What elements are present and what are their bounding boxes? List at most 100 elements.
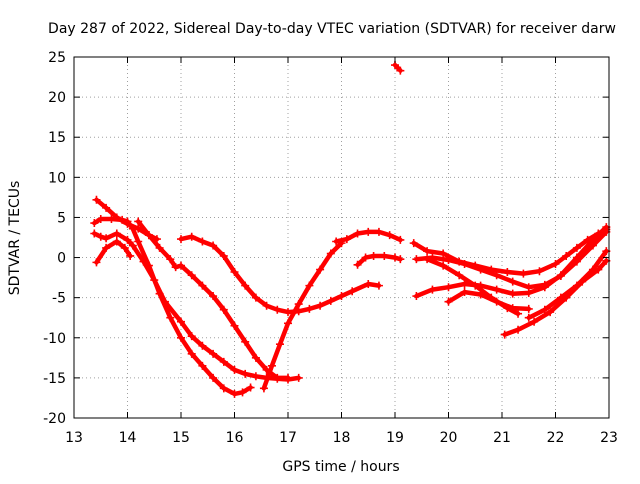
data-point: [374, 227, 383, 236]
data-point: [337, 292, 346, 301]
data-point: [500, 330, 509, 339]
data-point: [241, 281, 250, 290]
data-point: [316, 265, 325, 274]
data-point: [273, 305, 282, 314]
data-point: [150, 276, 159, 285]
y-tick-label: 10: [48, 170, 66, 186]
series-sat-10: [391, 61, 405, 75]
data-point: [540, 305, 549, 314]
data-point: [155, 243, 164, 252]
data-point: [107, 215, 116, 224]
data-point: [524, 313, 533, 322]
y-tick-label: -15: [43, 371, 66, 387]
data-point: [444, 255, 453, 264]
y-tick-label: 5: [57, 210, 66, 226]
data-point: [230, 267, 239, 276]
data-point: [219, 251, 228, 260]
data-point: [284, 319, 292, 328]
x-tick-label: 20: [440, 430, 458, 446]
data-point: [128, 241, 137, 250]
data-point: [556, 293, 565, 302]
series-sat-13: [412, 223, 611, 301]
x-tick-label: 18: [333, 430, 351, 446]
data-point: [514, 325, 523, 334]
data-point: [238, 388, 247, 397]
data-point: [540, 283, 549, 292]
data-point: [166, 313, 175, 322]
data-point: [90, 219, 99, 228]
data-point: [251, 353, 260, 362]
series-line: [92, 216, 253, 397]
data-point: [241, 337, 250, 346]
data-point: [209, 373, 218, 382]
series-sat-4: [92, 237, 135, 267]
series-sat-15: [423, 255, 523, 318]
data-point: [219, 305, 228, 314]
data-point: [160, 297, 169, 306]
x-axis-label: GPS time / hours: [282, 459, 399, 475]
data-point: [530, 317, 539, 326]
data-point: [519, 269, 528, 278]
data-point: [134, 217, 143, 226]
chart-title: Day 287 of 2022, Sidereal Day-to-day VTE…: [48, 21, 616, 37]
data-point: [444, 297, 453, 306]
data-point: [112, 237, 121, 246]
data-point: [177, 235, 185, 244]
series-sat-3: [90, 229, 303, 384]
data-point: [423, 255, 432, 264]
x-tick-label: 22: [547, 430, 565, 446]
data-point: [444, 283, 453, 292]
y-tick-label: 0: [57, 251, 66, 267]
x-tick-label: 23: [600, 430, 618, 446]
data-point: [535, 267, 544, 276]
data-point: [503, 304, 512, 313]
data-point: [476, 265, 485, 274]
data-point: [262, 301, 271, 310]
data-point: [102, 243, 111, 252]
data-point: [209, 241, 218, 250]
data-point: [187, 349, 196, 358]
data-point: [551, 259, 560, 268]
data-point: [412, 292, 421, 301]
data-point: [102, 234, 111, 243]
data-point: [90, 229, 99, 238]
data-point: [275, 340, 284, 349]
data-point: [332, 237, 341, 246]
data-point: [102, 203, 111, 212]
data-point: [134, 237, 143, 246]
data-point: [396, 255, 405, 264]
data-point: [187, 332, 196, 341]
data-point: [353, 229, 362, 238]
data-point: [198, 237, 207, 246]
data-point: [92, 258, 101, 267]
y-tick-label: -20: [43, 411, 66, 427]
data-point: [460, 259, 469, 268]
data-point: [316, 301, 325, 310]
series-sat-9: [353, 251, 405, 269]
data-point: [230, 321, 239, 330]
y-tick-label: -10: [43, 331, 66, 347]
data-point: [572, 281, 581, 290]
data-point: [326, 249, 335, 258]
data-point: [546, 308, 555, 317]
data-point: [241, 369, 250, 378]
data-point: [259, 384, 268, 393]
data-point: [126, 251, 135, 260]
data-point: [508, 289, 517, 298]
series-line: [502, 258, 609, 337]
data-point: [177, 261, 185, 270]
data-point: [508, 277, 517, 286]
data-point: [562, 251, 571, 260]
data-point: [460, 280, 469, 289]
y-tick-label: -5: [52, 291, 66, 307]
data-point: [118, 215, 127, 224]
data-point: [380, 251, 389, 260]
data-point: [128, 224, 137, 233]
data-point: [267, 361, 276, 370]
data-point: [294, 373, 303, 382]
data-point: [284, 308, 292, 317]
data-point: [219, 384, 228, 393]
series-sat-6: [177, 232, 383, 317]
data-point: [348, 287, 357, 296]
